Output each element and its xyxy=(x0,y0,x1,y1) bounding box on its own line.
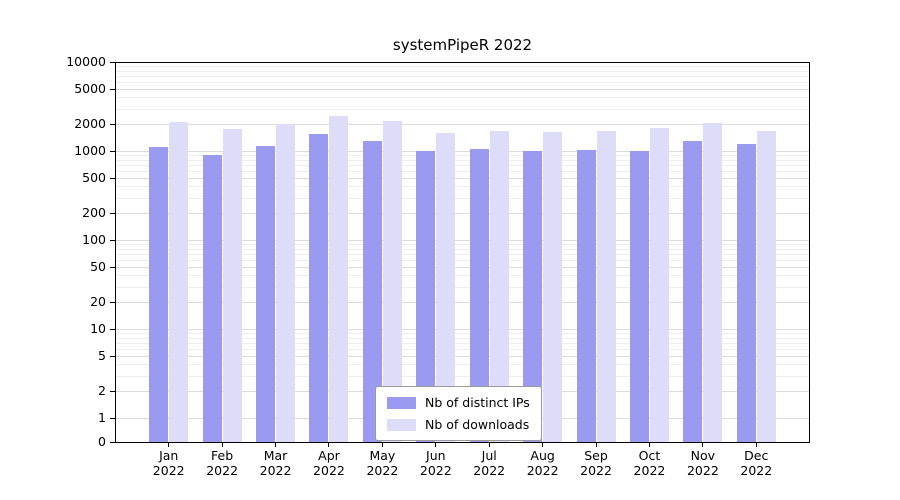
bar-downloads xyxy=(436,132,456,442)
y-tick-label: 500 xyxy=(82,169,106,185)
legend-item-distinct-ips: Nb of distinct IPs xyxy=(387,395,530,410)
x-tick-label: Aug 2022 xyxy=(526,448,559,478)
bar-distinct-ips xyxy=(202,155,222,442)
y-tick-label: 20 xyxy=(90,294,106,310)
bar-downloads xyxy=(489,130,509,442)
bar-distinct-ips xyxy=(523,151,543,442)
y-tick xyxy=(110,329,115,330)
y-tick-label: 1 xyxy=(98,410,106,425)
x-tick xyxy=(542,443,544,447)
bar-downloads xyxy=(169,122,189,442)
bar-downloads xyxy=(596,130,616,442)
bar-distinct-ips xyxy=(469,149,489,442)
legend-swatch-downloads xyxy=(387,418,416,431)
x-tick-label: Sep 2022 xyxy=(580,448,612,478)
y-tick xyxy=(110,151,115,152)
x-tick-label: Dec 2022 xyxy=(740,448,773,478)
y-tick xyxy=(110,391,115,393)
plot-area: Nb of distinct IPs Nb of downloads xyxy=(115,62,810,443)
bar-downloads xyxy=(703,123,723,442)
y-tick xyxy=(110,442,115,443)
x-tick xyxy=(488,443,490,447)
bar-distinct-ips xyxy=(309,134,329,442)
y-tick-label: 0 xyxy=(98,434,106,449)
y-tick-label: 5000 xyxy=(74,80,106,96)
x-tick xyxy=(381,443,383,447)
legend-label-distinct-ips: Nb of distinct IPs xyxy=(425,395,530,410)
x-tick xyxy=(328,443,330,447)
bar-downloads xyxy=(756,130,776,442)
bar-downloads xyxy=(222,129,242,442)
y-tick-label: 200 xyxy=(82,205,106,221)
y-tick-label: 2000 xyxy=(74,116,106,132)
y-tick xyxy=(110,213,115,215)
x-tick xyxy=(168,443,170,447)
x-tick-label: Jul 2022 xyxy=(473,448,506,478)
x-tick-label: Oct 2022 xyxy=(633,448,666,478)
x-tick xyxy=(435,443,437,447)
x-tick xyxy=(648,443,650,447)
bar-downloads xyxy=(649,128,669,442)
bar-distinct-ips xyxy=(362,140,382,442)
y-tick xyxy=(110,62,115,63)
x-tick xyxy=(702,443,704,447)
x-tick-label: Jun 2022 xyxy=(419,448,452,478)
y-tick-label: 2 xyxy=(98,383,106,399)
chart-title: systemPipeR 2022 xyxy=(392,36,533,54)
y-tick-label: 100 xyxy=(82,232,106,247)
x-tick xyxy=(595,443,597,447)
x-tick xyxy=(755,443,757,447)
gridline-major xyxy=(116,88,809,90)
y-tick xyxy=(110,177,115,179)
y-tick-label: 10 xyxy=(90,321,106,336)
bar-distinct-ips xyxy=(736,143,756,442)
legend: Nb of distinct IPs Nb of downloads xyxy=(375,386,542,441)
gridline-minor xyxy=(116,81,809,83)
bar-distinct-ips xyxy=(149,147,169,442)
bar-distinct-ips xyxy=(683,140,703,442)
bar-distinct-ips xyxy=(416,151,436,442)
y-tick-label: 10000 xyxy=(66,54,106,69)
x-tick-label: May 2022 xyxy=(366,448,399,478)
x-tick-label: Apr 2022 xyxy=(313,448,345,478)
bar-distinct-ips xyxy=(629,150,649,442)
legend-swatch-distinct-ips xyxy=(387,396,416,409)
bar-downloads xyxy=(543,131,563,442)
bar-distinct-ips xyxy=(576,150,596,442)
y-tick-label: 50 xyxy=(90,258,106,274)
y-tick-label: 1000 xyxy=(74,143,106,158)
y-tick xyxy=(110,266,115,268)
y-tick-label: 5 xyxy=(98,347,106,363)
x-tick-label: Jan 2022 xyxy=(152,448,185,478)
bar-distinct-ips xyxy=(256,145,276,442)
x-tick-label: Feb 2022 xyxy=(206,448,239,478)
y-tick xyxy=(110,124,115,126)
y-tick xyxy=(110,240,115,241)
legend-item-downloads: Nb of downloads xyxy=(387,417,530,432)
y-tick xyxy=(110,418,115,419)
y-tick xyxy=(110,355,115,357)
x-tick-label: Mar 2022 xyxy=(259,448,292,478)
gridline-minor xyxy=(116,97,809,99)
gridline-minor xyxy=(116,75,809,77)
x-tick xyxy=(275,443,277,447)
bar-downloads xyxy=(329,115,349,442)
x-tick-label: Nov 2022 xyxy=(686,448,719,478)
gridline-minor xyxy=(116,70,809,72)
x-tick xyxy=(221,443,223,447)
y-tick xyxy=(110,302,115,304)
bar-downloads xyxy=(276,124,296,442)
legend-label-downloads: Nb of downloads xyxy=(425,417,530,432)
y-tick xyxy=(110,88,115,90)
gridline-minor xyxy=(116,108,809,110)
bar-downloads xyxy=(382,121,402,442)
gridline-minor xyxy=(116,66,809,68)
